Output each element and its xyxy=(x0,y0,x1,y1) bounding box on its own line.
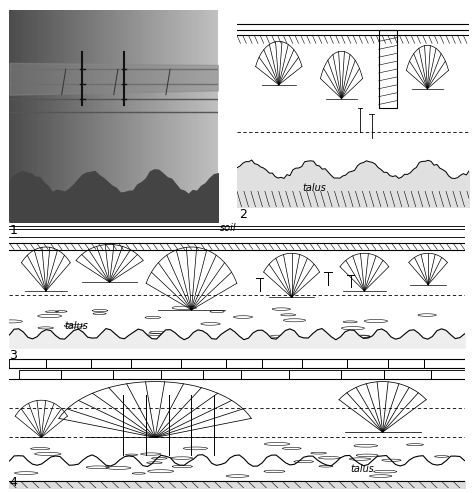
Bar xyxy=(226,359,262,368)
Bar xyxy=(262,359,302,368)
Text: 1: 1 xyxy=(9,224,18,237)
Bar xyxy=(383,370,431,379)
Text: 2: 2 xyxy=(239,208,247,221)
Bar xyxy=(347,359,388,368)
Bar xyxy=(161,370,203,379)
Text: 4: 4 xyxy=(9,476,18,489)
Bar xyxy=(113,370,161,379)
Bar xyxy=(341,370,383,379)
Text: soil: soil xyxy=(219,223,236,233)
Bar xyxy=(131,359,181,368)
Bar xyxy=(18,370,61,379)
Text: talus: talus xyxy=(302,183,326,193)
Text: talus: talus xyxy=(64,321,88,331)
Bar xyxy=(91,359,131,368)
Bar xyxy=(289,370,341,379)
Bar xyxy=(61,370,113,379)
Bar xyxy=(181,359,226,368)
Bar xyxy=(379,30,397,108)
Bar xyxy=(302,359,347,368)
Bar xyxy=(388,359,424,368)
Text: talus: talus xyxy=(351,464,374,474)
Bar xyxy=(241,370,289,379)
Text: 3: 3 xyxy=(9,349,18,362)
Bar xyxy=(424,359,465,368)
Bar xyxy=(431,370,474,379)
Bar xyxy=(203,370,241,379)
Bar xyxy=(9,359,46,368)
Bar xyxy=(46,359,91,368)
